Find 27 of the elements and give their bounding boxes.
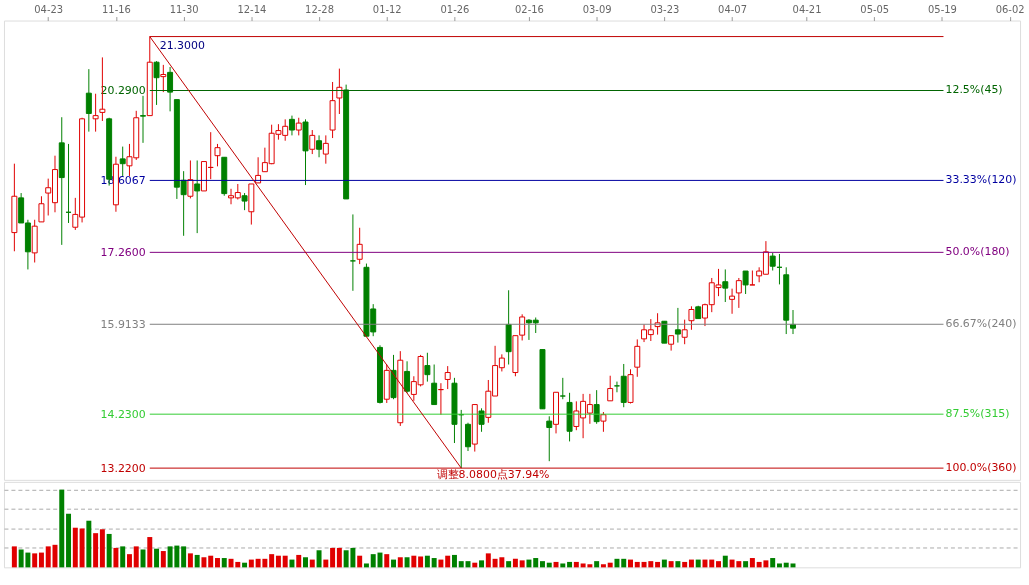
x-tick-label: 03-23 (650, 4, 680, 16)
annotation: 调整8.0800点37.94% (436, 468, 550, 482)
x-tick-label: 12-14 (237, 4, 267, 16)
x-tick-label: 04-07 (718, 4, 748, 16)
x-tick-label: 02-16 (514, 4, 544, 16)
x-tick-label: 03-09 (582, 4, 612, 16)
annotation: 66.67%(240) (945, 317, 1017, 331)
annotation: 21.3000 (159, 39, 205, 53)
annotation: 87.5%(315) (945, 407, 1010, 421)
x-tick-label: 01-12 (372, 4, 402, 16)
y-tick-label: 14.2300 (100, 407, 146, 421)
annotation: 33.33%(120) (945, 173, 1017, 187)
x-tick-label: 12-28 (305, 4, 334, 16)
x-tick-label: 04-21 (792, 4, 822, 16)
x-tick-label: 06-02 (995, 4, 1025, 16)
annotation: 100.0%(360) (945, 461, 1017, 475)
annotation: 12.5%(45) (945, 83, 1003, 97)
x-tick-label: 11-16 (101, 4, 131, 16)
y-tick-label: 17.2600 (100, 245, 146, 259)
x-tick-label: 11-30 (169, 4, 199, 16)
y-tick-label: 13.2200 (100, 461, 146, 475)
x-tick-label: 05-05 (860, 4, 890, 16)
x-tick-label: 01-26 (440, 4, 470, 16)
annotation: 50.0%(180) (945, 245, 1010, 259)
y-tick-label: 15.9133 (100, 317, 146, 331)
x-tick-label: 04-23 (34, 4, 64, 16)
x-tick-label: 05-19 (928, 4, 957, 16)
